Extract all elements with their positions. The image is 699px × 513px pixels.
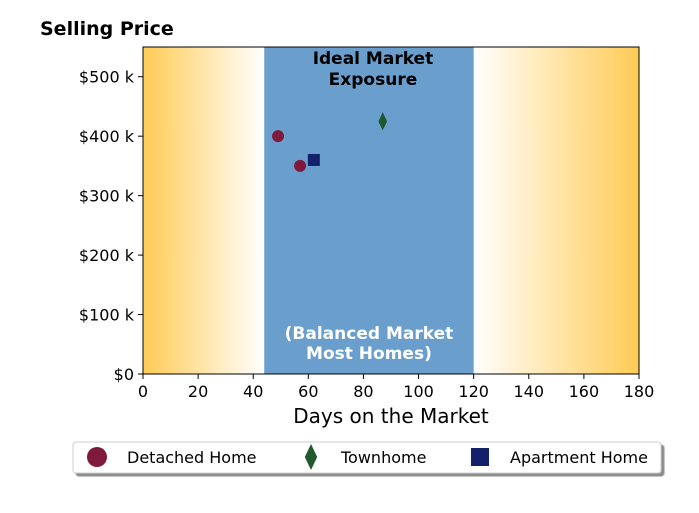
band-bottom-label-line1: (Balanced Market — [285, 324, 454, 344]
data-point-diamond — [378, 112, 388, 131]
data-point-circle — [272, 130, 285, 143]
data-point-square — [307, 153, 320, 166]
left-gradient-region — [143, 47, 265, 374]
legend-marker-circle — [87, 447, 107, 467]
x-axis-label: Days on the Market — [293, 404, 489, 428]
y-tick-label: $200 k — [79, 246, 135, 265]
x-tick-label: 20 — [188, 382, 208, 401]
legend-label: Apartment Home — [510, 448, 648, 467]
legend-box — [72, 441, 662, 474]
right-gradient-region — [473, 47, 639, 374]
legend: Detached Home Townhome Apartment Home — [72, 441, 662, 474]
x-tick-label: 0 — [138, 382, 148, 401]
x-tick-label: 180 — [624, 382, 655, 401]
plot-frame — [142, 46, 640, 375]
y-tick-label: $300 k — [79, 187, 135, 206]
x-tick-label: 140 — [514, 382, 545, 401]
y-tick-label: $100 k — [79, 306, 135, 325]
x-tick-label: 60 — [298, 382, 318, 401]
x-tick-label: 80 — [353, 382, 373, 401]
band-top-label-line2: Exposure — [329, 70, 418, 90]
x-tick-label: 100 — [403, 382, 434, 401]
ideal-exposure-band — [264, 47, 474, 374]
legend-marker-diamond — [304, 444, 318, 470]
legend-label: Detached Home — [127, 448, 257, 467]
chart-title: Selling Price — [40, 18, 174, 40]
band-top-label-line1: Ideal Market — [313, 49, 434, 69]
x-tick-label: 160 — [569, 382, 600, 401]
x-tick-label: 120 — [458, 382, 489, 401]
y-tick-label: $400 k — [79, 127, 135, 146]
data-points — [272, 112, 388, 172]
y-tick-label: $500 k — [79, 68, 135, 87]
x-axis: 0 20 40 60 80 100 120 140 160 180 — [138, 374, 654, 401]
x-tick-label: 40 — [243, 382, 263, 401]
band-bottom-label-line2: Most Homes) — [306, 344, 432, 364]
y-axis: $0 $100 k $200 k $300 k $400 k $500 k — [79, 68, 143, 384]
y-tick-label: $0 — [114, 365, 134, 384]
data-point-circle — [294, 159, 307, 172]
legend-label: Townhome — [340, 448, 426, 467]
legend-marker-square — [471, 448, 489, 466]
